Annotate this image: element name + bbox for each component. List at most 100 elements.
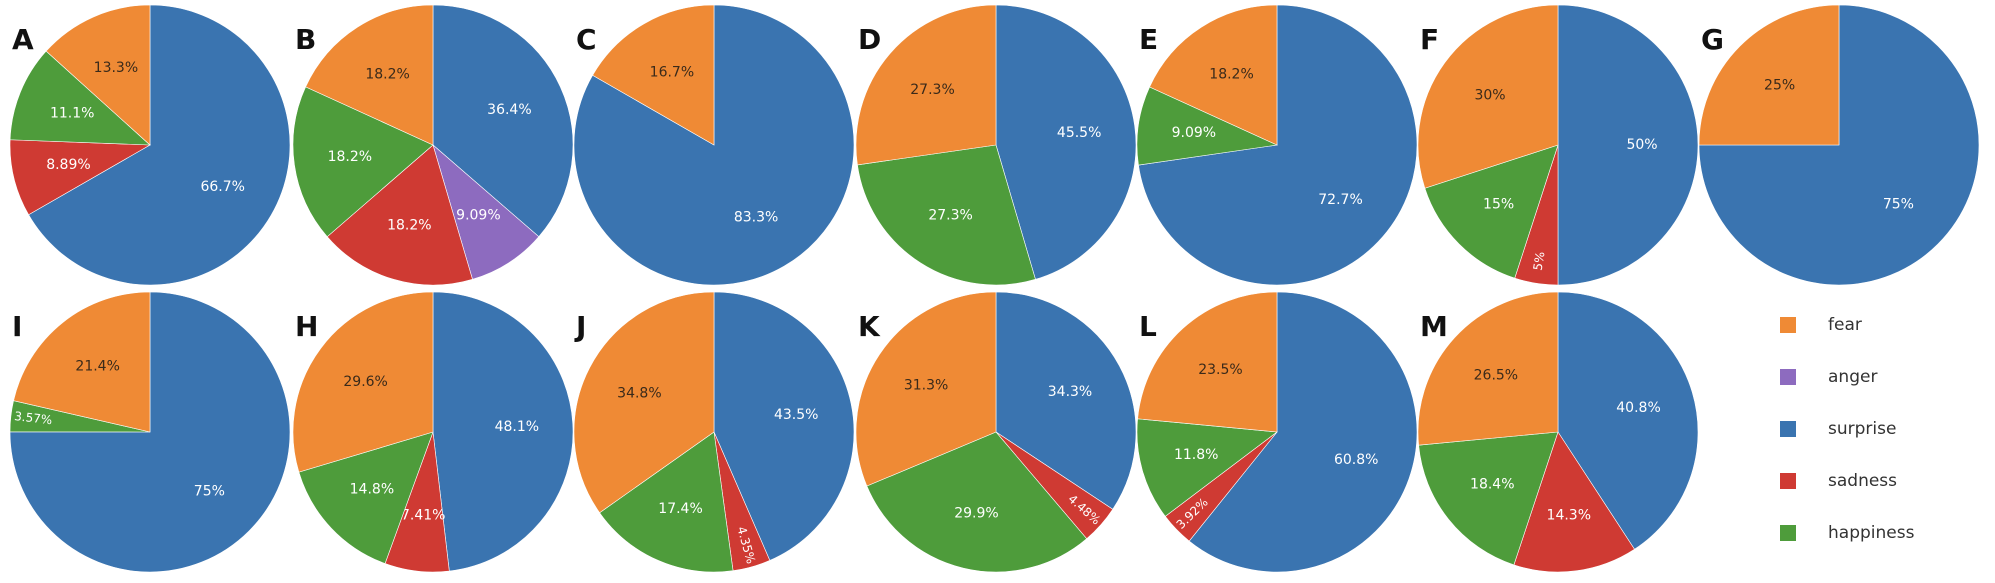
pie-slice-anger [432, 144, 540, 280]
pie-g: G 75% 25% [1698, 4, 1980, 286]
pie-f: F 50% 5% 15% 30% [1417, 4, 1699, 286]
slice-label: 27.3% [910, 82, 954, 98]
slice-label: 34.3% [1048, 384, 1092, 400]
pie-j: J43.5%4.35%17.4%34.8% [573, 291, 855, 573]
slice-label: 9.09% [456, 208, 500, 224]
pie-slice-sadness [326, 144, 473, 286]
slice-label: 50% [1626, 137, 1657, 153]
slice-label: 21.4% [75, 358, 119, 374]
pie-slice-fear [1149, 4, 1278, 146]
slice-label: 11.1% [50, 105, 94, 121]
slice-label: 40.8% [1616, 400, 1660, 416]
slice-label: 14.3% [1547, 507, 1591, 523]
slice-label: 18.2% [387, 218, 431, 234]
pie-charts: A 66.7% 8.89% 11.1% 13.3% B 36.4% 9.09% 18.2% 18.… [9, 4, 1980, 573]
panel-letter: E [1139, 23, 1158, 56]
pie-d: D 45.5% 27.3% 27.3% [855, 4, 1137, 286]
pie-slice-fear [855, 291, 997, 487]
pie-c: C 83.3% 16.7% [573, 4, 855, 286]
slice-label: 26.5% [1474, 367, 1518, 383]
panel-letter: J [574, 310, 586, 343]
slice-label: 34.8% [617, 385, 661, 401]
slice-label: 27.3% [928, 208, 972, 224]
pie-k: K34.3%4.48%29.9%31.3% [855, 291, 1137, 573]
slice-label: 23.5% [1198, 362, 1242, 378]
slice-label: 18.2% [328, 149, 372, 165]
pie-slice-surprise [28, 4, 291, 286]
legend-swatch-fear [1780, 317, 1796, 333]
legend: fear anger surprise sadness happiness [1780, 315, 1915, 543]
pie-slice-surprise [1138, 4, 1418, 286]
pie-slice-fear [573, 291, 715, 514]
pie-slice-surprise [995, 4, 1137, 280]
legend-label-happiness: happiness [1828, 523, 1915, 543]
pie-slice-surprise [9, 291, 291, 573]
slice-label: 48.1% [495, 419, 539, 435]
pie-slice-happiness [9, 50, 151, 146]
pie-slice-happiness [599, 431, 734, 573]
slice-label: 29.6% [343, 374, 387, 390]
pie-slice-happiness [1136, 86, 1279, 166]
pie-h: H 48.1% 7.41% 14.8% 29.6% [292, 291, 574, 573]
panel-letter: M [1420, 310, 1448, 343]
pie-slice-happiness [857, 144, 1036, 286]
slice-label: 5% [1531, 251, 1548, 272]
slice-label: 75% [1883, 196, 1914, 212]
pie-slice-surprise [432, 4, 574, 238]
legend-swatch-happiness [1780, 525, 1796, 541]
panel-letter: I [12, 310, 22, 343]
panel-letter: G [1701, 23, 1724, 56]
slice-label: 3.57% [13, 409, 52, 427]
slice-label: 36.4% [487, 102, 531, 118]
pie-slice-surprise [1557, 4, 1699, 286]
slice-label: 75% [194, 483, 225, 499]
slice-label: 83.3% [734, 210, 778, 226]
pie-a: A 66.7% 8.89% 11.1% 13.3% [9, 4, 291, 286]
slice-label: 72.7% [1318, 192, 1362, 208]
legend-label-fear: fear [1828, 315, 1862, 335]
slice-label: 31.3% [904, 377, 948, 393]
slice-label: 66.7% [200, 179, 244, 195]
slice-label: 14.8% [350, 482, 394, 498]
pie-l: L60.8%3.92%11.8%23.5% [1136, 291, 1418, 573]
pie-slice-fear [1417, 291, 1559, 446]
slice-label: 18.2% [1209, 66, 1253, 82]
pie-slice-fear [292, 291, 434, 473]
legend-swatch-anger [1780, 369, 1796, 385]
slice-label: 43.5% [774, 407, 818, 423]
panel-letter: H [295, 310, 318, 343]
pie-slice-fear [592, 4, 715, 146]
pie-slice-happiness [1136, 418, 1278, 517]
slice-label: 11.8% [1174, 447, 1218, 463]
slice-label: 8.89% [46, 157, 90, 173]
pie-slice-surprise [432, 291, 574, 572]
slice-label: 29.9% [954, 506, 998, 522]
slice-label: 18.2% [365, 66, 409, 82]
pie-m: M 40.8% 14.3% 18.4% 26.5% [1417, 291, 1699, 573]
legend-swatch-sadness [1780, 473, 1796, 489]
panel-letter: D [858, 23, 881, 56]
slice-label: 30% [1474, 88, 1505, 104]
pie-e: E 72.7% 9.09% 18.2% [1136, 4, 1418, 286]
slice-label: 7.41% [401, 507, 445, 523]
slice-label: 9.09% [1172, 125, 1216, 141]
legend-label-surprise: surprise [1828, 419, 1896, 439]
pie-slice-sadness [1513, 431, 1635, 573]
panel-letter: L [1139, 310, 1157, 343]
pie-slice-happiness [866, 431, 1088, 573]
panel-letter: A [12, 23, 34, 56]
pie-slice-surprise [713, 291, 855, 561]
pie-b: B 36.4% 9.09% 18.2% 18.2% 18.2% [292, 4, 574, 286]
slice-label: 13.3% [94, 60, 138, 76]
legend-label-anger: anger [1828, 367, 1877, 387]
pie-slice-fear [855, 4, 997, 166]
pie-slice-happiness [1424, 144, 1559, 279]
panel-letter: B [295, 23, 316, 56]
pie-slice-surprise [1557, 291, 1699, 550]
slice-label: 17.4% [658, 501, 702, 517]
pie-slice-happiness [292, 86, 434, 238]
pie-slice-fear [305, 4, 434, 146]
slice-label: 15% [1483, 196, 1514, 212]
pie-slice-happiness [298, 431, 434, 564]
